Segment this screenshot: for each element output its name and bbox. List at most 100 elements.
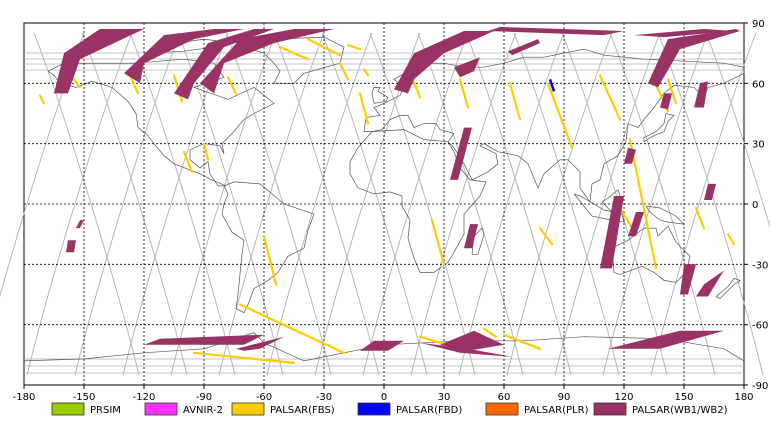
palsar-wb-swath (488, 27, 624, 36)
y-axis-ticks: 90 60 30 0 -30 -60 -90 (744, 19, 768, 392)
palsar-fbs-strip (508, 82, 522, 121)
palsar-fbs-strip (598, 74, 622, 121)
palsar-fbs-strip (38, 94, 46, 105)
palsar-wb-swaths (54, 27, 740, 357)
palsar-fbs-strip (182, 150, 194, 173)
palsar-fbs-strip (502, 333, 542, 350)
palsar-wb-swath (394, 31, 494, 94)
palsar-fbs-strip (306, 37, 342, 57)
x-tick-label: 90 (558, 392, 571, 403)
palsar-fbs-strip (694, 206, 706, 230)
legend-swatch (144, 402, 178, 416)
y-tick-label: 60 (752, 79, 765, 90)
palsar-fbs-strip (262, 235, 278, 286)
palsar-wb-swath (704, 183, 716, 200)
palsar-wb-swath (144, 334, 264, 345)
legend-label: PALSAR(WB1/WB2) (632, 405, 728, 416)
legend-label: PRSIM (90, 405, 121, 416)
graticule-grid (24, 23, 744, 385)
palsar-wb-swath (508, 39, 540, 56)
palsar-fbs-strip (546, 82, 574, 149)
palsar-wb-swath (236, 336, 284, 351)
japan-coast (643, 113, 675, 142)
palsar-wb-swath (600, 196, 624, 269)
palsar-wb-swath (420, 342, 512, 357)
palsar-wb-swath (694, 81, 708, 108)
palsar-fbs-strip (362, 68, 370, 77)
palsar-wb-swath (624, 147, 636, 164)
palsar-wb-swath (660, 93, 672, 110)
palsar-fbs-strip (128, 74, 140, 95)
legend-item: PRSIM (51, 402, 121, 416)
new-guinea-coast (645, 205, 685, 225)
palsar-wb-swath (124, 29, 244, 84)
new-zealand-coast (715, 277, 741, 299)
palsar-wb-swath (66, 240, 76, 253)
palsar-wb-swath (450, 127, 472, 180)
x-tick-label: -30 (316, 392, 332, 403)
palsar-fbs-strip (628, 138, 658, 270)
palsar-wb-swath (454, 57, 480, 78)
legend-swatch (485, 402, 519, 416)
legend-item: PALSAR(FBD) (357, 402, 462, 416)
y-tick-label: 90 (752, 19, 765, 30)
palsar-wb-swath (464, 224, 478, 249)
palsar-fbs-strip (538, 227, 554, 246)
legend-item: PALSAR(PLR) (485, 402, 589, 416)
legend-item: PALSAR(WB1/WB2) (593, 402, 728, 416)
palsar-wb-swath (680, 264, 696, 295)
legend-label: PALSAR(FBS) (270, 405, 335, 416)
x-axis-ticks: -180 -150 -120 -90 -60 -30 0 30 60 90 120 150 180 (13, 385, 754, 403)
x-tick-label: 0 (381, 392, 387, 403)
x-tick-label: -120 (133, 392, 156, 403)
uk-coast (371, 87, 389, 104)
greenland-coast (242, 36, 345, 84)
x-tick-label: -90 (196, 392, 212, 403)
y-tick-label: -90 (752, 381, 768, 392)
x-tick-label: -60 (256, 392, 272, 403)
palsar-fbs-strip (358, 92, 370, 125)
palsar-wb-swath (200, 29, 334, 94)
palsar-fbs-strip (238, 303, 346, 354)
x-tick-label: -180 (13, 392, 36, 403)
legend-item: PALSAR(FBS) (231, 402, 335, 416)
y-tick-label: -60 (752, 321, 768, 332)
indonesia-coast (573, 193, 625, 223)
x-tick-label: -150 (73, 392, 96, 403)
palsar-wb-swath (360, 340, 404, 351)
palsar-wb-swath (648, 29, 740, 88)
x-tick-label: 60 (498, 392, 511, 403)
palsar-fbs-strip (226, 76, 238, 95)
palsar-fbs-strip (430, 218, 446, 266)
palsar-wb-swath (608, 330, 724, 349)
south-america-coast (221, 181, 315, 314)
palsar-fbs-strip (726, 233, 736, 246)
palsar-wb-swath (174, 29, 274, 100)
palsar-fbs-strip (346, 44, 362, 51)
africa-coast (349, 129, 487, 273)
palsar-wb-swath (696, 270, 724, 297)
palsar-wb-swath (634, 29, 734, 38)
legend-label: PALSAR(FBD) (396, 405, 462, 416)
legend-swatch (357, 402, 391, 416)
y-tick-label: -30 (752, 260, 768, 271)
legend-label: PALSAR(PLR) (524, 405, 589, 416)
palsar-fbd-strips (548, 78, 556, 92)
palsar-wb-swath (440, 330, 504, 351)
palsar-fbs-strip (482, 327, 498, 338)
palsar-fbs-strip (278, 46, 310, 61)
y-tick-label: 30 (752, 140, 765, 151)
x-tick-label: 180 (734, 392, 753, 403)
palsar-fbs-strip (338, 62, 350, 81)
legend-swatch (231, 402, 265, 416)
palsar-fbs-strip (72, 78, 82, 89)
legend-label: AVNIR-2 (183, 405, 223, 416)
x-tick-label: 30 (438, 392, 451, 403)
x-tick-label: 120 (614, 392, 633, 403)
legend-item: AVNIR-2 (144, 402, 223, 416)
palsar-wb-swath (628, 212, 644, 237)
palsar-wb-swath (76, 220, 84, 229)
palsar-fbs-strip (192, 351, 296, 364)
palsar-fbs-strip (202, 142, 210, 161)
